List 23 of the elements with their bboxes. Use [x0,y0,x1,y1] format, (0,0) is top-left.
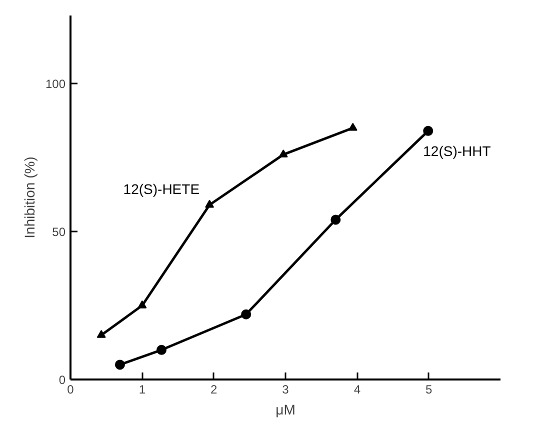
point [241,309,252,320]
point [278,149,288,158]
series-label: 12(S)-HETE [123,180,200,197]
point [156,344,167,355]
x-tick-label: 5 [425,382,432,396]
point [114,360,125,370]
x-tick-label: 0 [67,382,74,396]
point [96,330,106,338]
x-tick-label: 1 [138,382,146,396]
y-tick-label: 0 [58,373,66,387]
x-tick-label: 4 [354,382,361,396]
point [348,122,358,131]
x-axis-title: μM [276,402,296,418]
y-tick-label: 100 [45,77,66,92]
point [138,300,147,308]
y-axis-title: Inhibition (%) [21,156,38,238]
x-tick-label: 2 [210,382,218,396]
x-tick-label: 3 [282,382,290,396]
point [423,126,434,136]
point [205,200,214,208]
y-tick-label: 50 [52,225,66,240]
series-label: 12(S)-HHT [423,142,492,159]
point [330,214,341,225]
